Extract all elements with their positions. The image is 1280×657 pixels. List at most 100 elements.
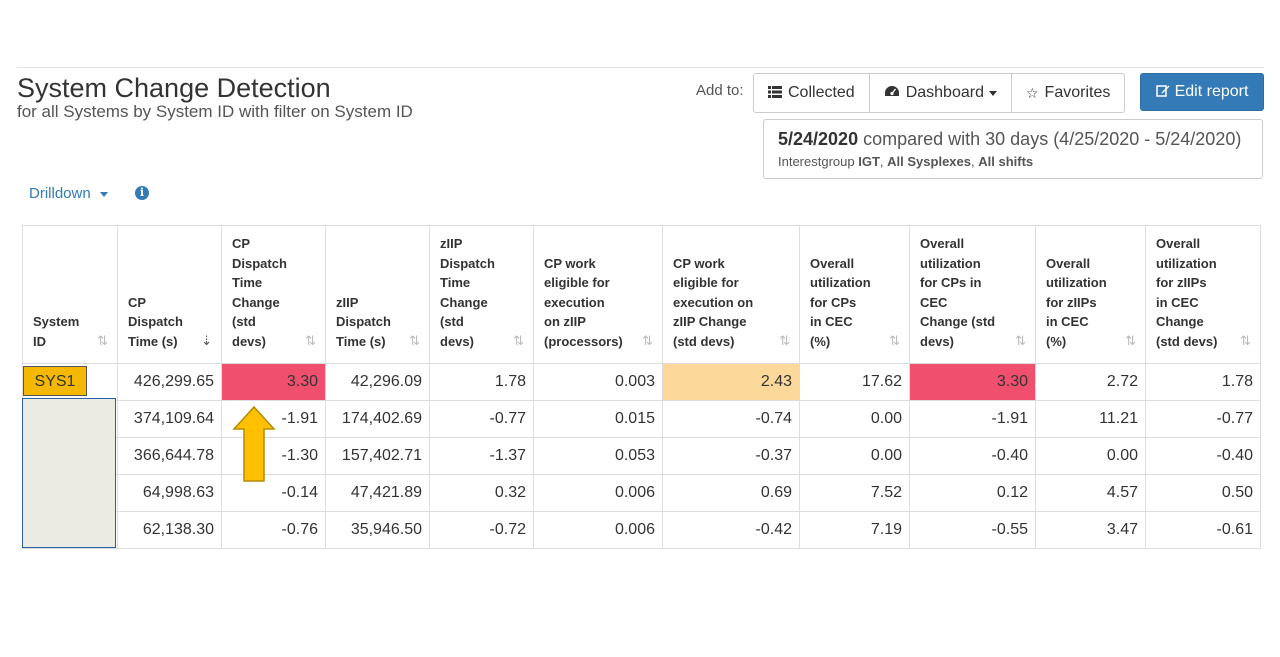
- table-cell: -0.76: [221, 511, 326, 549]
- column-header-text: (std: [232, 314, 256, 329]
- column-header[interactable]: zIIP Dispatch Time (s) ⇅: [325, 225, 430, 364]
- column-header-text: zIIP: [336, 294, 359, 310]
- interestgroup-label: Interestgroup: [778, 154, 855, 169]
- column-header-text: utilization: [1156, 255, 1217, 271]
- sort-descending-icon[interactable]: ⇣: [201, 332, 212, 348]
- column-header-text: Overall: [1046, 255, 1091, 271]
- table-cell: 7.52: [799, 474, 910, 512]
- shifts-value: All shifts: [978, 154, 1034, 169]
- table-header-row: System ID ⇅ CP Dispatch Time (s) ⇣ CP Dispatch Ti…: [22, 225, 1261, 364]
- sort-icon[interactable]: ⇅: [305, 332, 316, 348]
- column-header-text: Overall: [810, 255, 855, 271]
- column-header-text: Change (std: [920, 314, 996, 329]
- column-header-text: (std devs): [1156, 333, 1218, 349]
- sort-icon[interactable]: ⇅: [1240, 332, 1251, 348]
- table-row[interactable]: 374,109.64 -1.91 174,402.69 -0.77 0.015 -0.74…: [22, 400, 1261, 438]
- table-cell: 47,421.89: [325, 474, 430, 512]
- column-header-text: for CPs in: [920, 275, 982, 290]
- table-cell: -0.40: [909, 437, 1036, 475]
- system-id-link[interactable]: SYS1: [23, 366, 87, 396]
- column-header[interactable]: CP Dispatch Time Change (std devs) ⇅: [221, 225, 326, 364]
- table-cell: -0.55: [909, 511, 1036, 549]
- table-cell: 2.43: [662, 363, 800, 401]
- sort-icon[interactable]: ⇅: [409, 332, 420, 348]
- favorites-button[interactable]: ☆ Favorites: [1012, 74, 1124, 112]
- sort-icon[interactable]: ⇅: [1125, 332, 1136, 348]
- sysplexes-value: All Sysplexes: [887, 154, 971, 169]
- column-header[interactable]: Overall utilization for zIIPs in CEC Change (…: [1145, 225, 1261, 364]
- column-header[interactable]: CP Dispatch Time (s) ⇣: [117, 225, 222, 364]
- comparison-info-panel: 5/24/2020 compared with 30 days (4/25/20…: [763, 119, 1263, 179]
- column-header[interactable]: System ID ⇅: [22, 225, 118, 364]
- column-header-text: Change: [232, 294, 280, 310]
- column-header-text: Overall: [920, 236, 965, 251]
- sort-icon[interactable]: ⇅: [779, 332, 790, 348]
- column-header-text: Time (s): [128, 333, 178, 349]
- comparison-text: compared with 30 days (4/25/2020 - 5/24/…: [863, 129, 1242, 149]
- table-cell: 0.053: [533, 437, 663, 475]
- table-cell: 0.006: [533, 474, 663, 512]
- table-cell: 0.003: [533, 363, 663, 401]
- table-row[interactable]: 366,644.78 -1.30 157,402.71 -1.37 0.053 -0.37…: [22, 437, 1261, 475]
- comparison-line: 5/24/2020 compared with 30 days (4/25/20…: [778, 128, 1248, 150]
- table-cell: -1.37: [429, 437, 534, 475]
- column-header-text: Dispatch: [336, 314, 391, 329]
- table-row[interactable]: 64,998.63 -0.14 47,421.89 0.32 0.006 0.69 7.52…: [22, 474, 1261, 512]
- column-header[interactable]: CP work eligible for execution on zIIP Chan…: [662, 225, 800, 364]
- collected-button[interactable]: Collected: [754, 74, 870, 112]
- sort-icon[interactable]: ⇅: [513, 332, 524, 348]
- table-cell: -1.91: [221, 400, 326, 438]
- column-header-text: CP work: [673, 255, 725, 271]
- sort-icon[interactable]: ⇅: [889, 332, 900, 348]
- table-cell: -1.30: [221, 437, 326, 475]
- column-header-text: utilization: [920, 255, 981, 271]
- column-header-text: System: [33, 314, 80, 329]
- column-header[interactable]: CP work eligible for execution on zIIP (proc…: [533, 225, 663, 364]
- report-date: 5/24/2020: [778, 129, 859, 149]
- column-header[interactable]: Overall utilization for zIIPs in CEC (%) ⇅: [1035, 225, 1146, 364]
- column-header-text: (%): [810, 333, 831, 349]
- sort-icon[interactable]: ⇅: [1015, 332, 1026, 348]
- table-cell: 374,109.64: [117, 400, 222, 438]
- table-cell: -0.72: [429, 511, 534, 549]
- info-icon[interactable]: i: [135, 186, 149, 200]
- table-cell: 0.12: [909, 474, 1036, 512]
- sort-icon[interactable]: ⇅: [97, 332, 108, 348]
- sort-icon[interactable]: ⇅: [642, 332, 653, 348]
- edit-report-button[interactable]: Edit report: [1140, 73, 1264, 111]
- column-header[interactable]: Overall utilization for CPs in CEC Change (s…: [909, 225, 1036, 364]
- table-row[interactable]: SYS1 426,299.65 3.30 42,296.09 1.78 0.003 2.43…: [22, 363, 1261, 401]
- column-header[interactable]: zIIP Dispatch Time Change (std devs) ⇅: [429, 225, 534, 364]
- table-cell: 426,299.65: [117, 363, 222, 401]
- column-header-text: (std devs): [673, 333, 735, 349]
- column-header-text: zIIP Change: [673, 314, 747, 329]
- column-header-text: eligible for: [544, 275, 610, 290]
- table-row[interactable]: 62,138.30 -0.76 35,946.50 -0.72 0.006 -0.42 7.…: [22, 511, 1261, 549]
- table-cell: 1.78: [1145, 363, 1261, 401]
- column-header-text: eligible for: [673, 275, 739, 290]
- column-header-text: in CEC: [1156, 294, 1199, 310]
- collected-label: Collected: [788, 84, 855, 101]
- table-cell: -0.42: [662, 511, 800, 549]
- interestgroup-value: IGT: [858, 154, 880, 169]
- column-header[interactable]: Overall utilization for CPs in CEC (%) ⇅: [799, 225, 910, 364]
- table-cell: 0.015: [533, 400, 663, 438]
- column-header-text: CP work: [544, 255, 596, 271]
- table-cell: -0.77: [429, 400, 534, 438]
- edit-report-label: Edit report: [1174, 83, 1249, 100]
- column-header-text: utilization: [810, 275, 871, 290]
- dashboard-dropdown-button[interactable]: Dashboard: [870, 74, 1012, 112]
- filter-line: Interestgroup IGT, All Sysplexes, All sh…: [778, 154, 1248, 169]
- table-cell: 157,402.71: [325, 437, 430, 475]
- system-id-cell[interactable]: SYS1: [22, 363, 118, 401]
- drilldown-label: Drilldown: [29, 185, 91, 202]
- table-body: SYS1 426,299.65 3.30 42,296.09 1.78 0.003 2.43…: [22, 363, 1261, 549]
- table-cell: 42,296.09: [325, 363, 430, 401]
- table-cell: -0.40: [1145, 437, 1261, 475]
- column-header-text: Change: [440, 294, 488, 310]
- column-header-text: (%): [1046, 333, 1067, 349]
- separator: ,: [879, 154, 884, 169]
- drilldown-dropdown[interactable]: Drilldown: [29, 185, 108, 202]
- chevron-down-icon: [99, 191, 108, 197]
- table-cell: -0.14: [221, 474, 326, 512]
